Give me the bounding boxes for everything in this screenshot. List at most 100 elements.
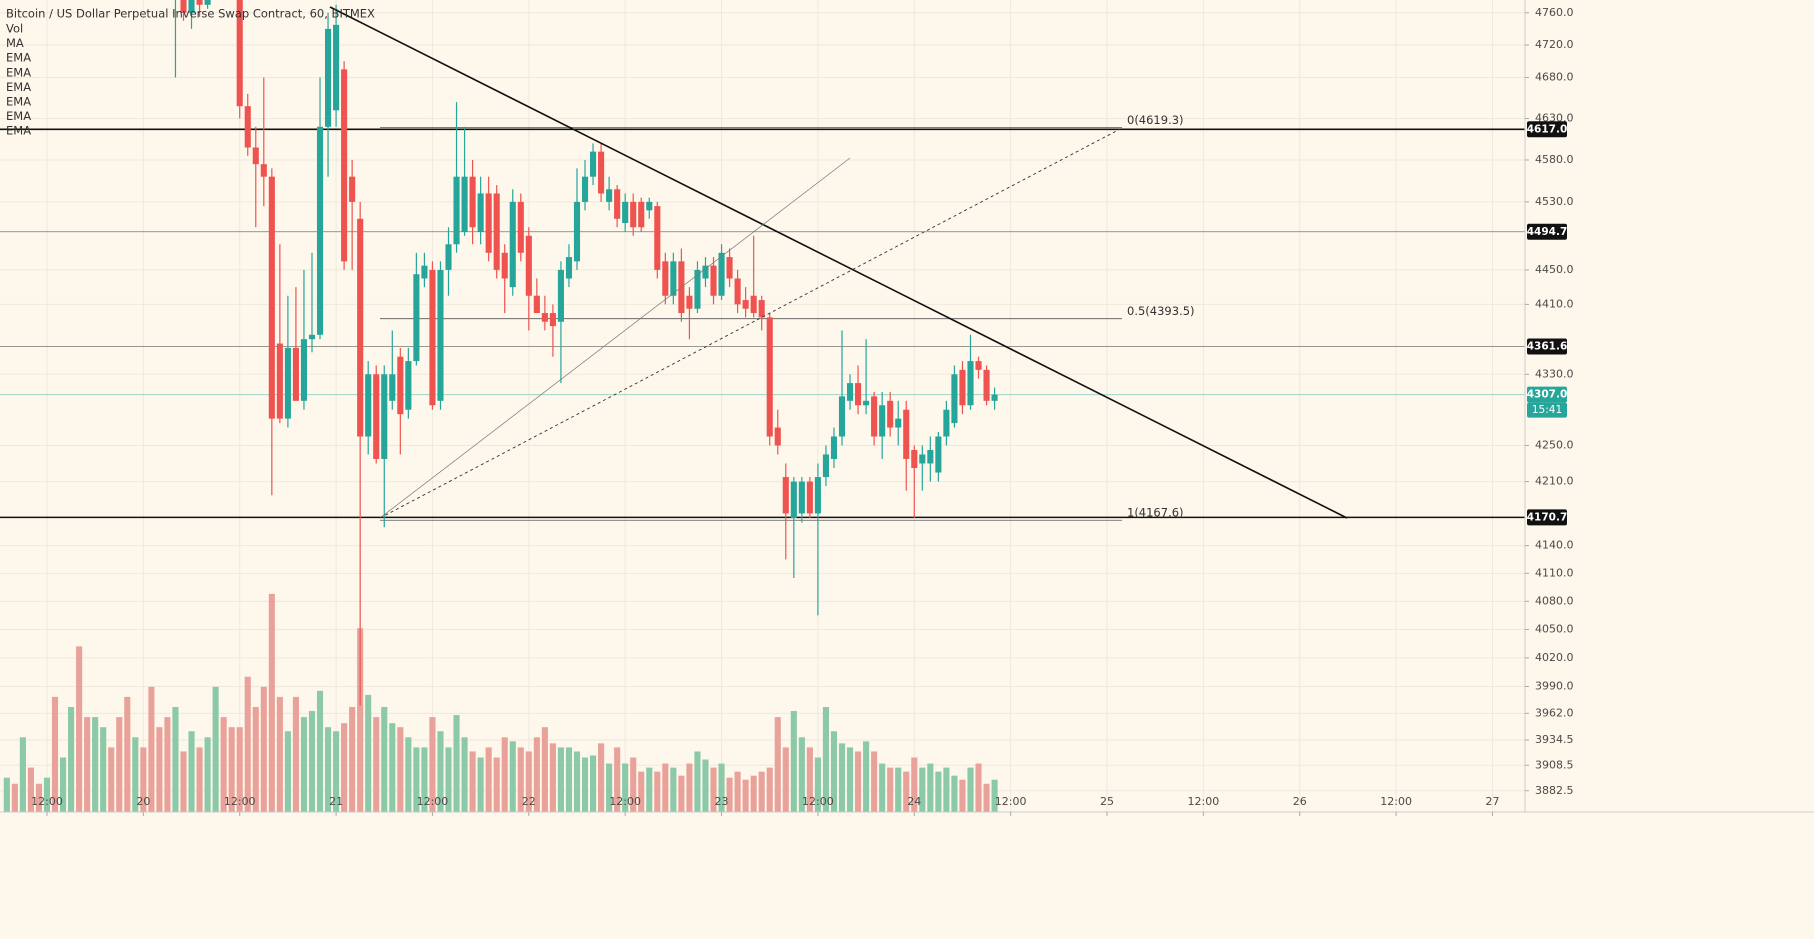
y-tick-label: 3934.5 (1535, 733, 1574, 746)
candle-body (863, 400, 870, 406)
volume-bar (501, 737, 508, 812)
candle-body (413, 274, 420, 362)
indicator-label: EMA (6, 51, 31, 65)
volume-bar (927, 763, 934, 812)
indicator-label: EMA (6, 80, 31, 94)
candle-body (710, 265, 717, 296)
candle-body (871, 396, 878, 437)
volume-bar (172, 707, 179, 812)
volume-bar (798, 737, 805, 812)
y-tick-label: 3908.5 (1535, 758, 1574, 771)
volume-bar (919, 767, 926, 812)
volume-bar (975, 763, 982, 812)
volume-layer (3, 593, 998, 812)
grid (0, 0, 1525, 812)
volume-bar (509, 741, 516, 812)
trend-line (329, 6, 1348, 519)
volume-bar (437, 731, 444, 812)
volume-bar (405, 737, 412, 812)
y-tick-label: 4250.0 (1535, 438, 1574, 451)
candle-body (911, 449, 918, 468)
y-tick-label: 4020.0 (1535, 651, 1574, 664)
volume-bar (911, 757, 918, 812)
candle-body (357, 218, 364, 437)
countdown-box (1527, 402, 1567, 418)
level-box (1527, 509, 1567, 526)
volume-bar (991, 779, 998, 812)
volume-bar (148, 686, 155, 812)
volume-bar (381, 707, 388, 812)
candle-body (758, 300, 765, 318)
volume-bar (220, 717, 227, 812)
candle-body (822, 454, 829, 478)
volume-bar (606, 763, 613, 812)
candle-body (260, 164, 267, 177)
x-tick-label: 12:00 (1188, 795, 1220, 808)
volume-bar (92, 717, 99, 812)
volume-bar (702, 759, 709, 812)
candle-body (268, 176, 275, 419)
trend-line-thin (379, 157, 851, 519)
volume-bar (782, 747, 789, 812)
volume-bar (694, 751, 701, 812)
candle-body (750, 295, 757, 314)
volume-bar (830, 731, 838, 812)
volume-bar (108, 747, 115, 812)
candle-body (541, 313, 548, 322)
volume-bar (879, 763, 886, 812)
volume-bar (196, 747, 203, 812)
y-tick-label: 4140.0 (1535, 539, 1574, 552)
candle-body (429, 269, 436, 406)
fib-trend (379, 127, 1123, 519)
candle-body (662, 261, 669, 296)
volume-bar (292, 696, 299, 812)
volume-bar (244, 676, 251, 812)
indicator-label: EMA (6, 109, 31, 123)
axis-layer: 4760.04720.04680.04630.04580.04530.04450… (31, 6, 1574, 816)
y-tick-label: 4720.0 (1535, 38, 1574, 51)
volume-bar (100, 727, 107, 812)
x-tick-label: 23 (715, 795, 729, 808)
y-tick-label: 4530.0 (1535, 195, 1574, 208)
volume-bar (68, 707, 75, 812)
volume-bar (43, 777, 51, 812)
candle-body (887, 400, 894, 428)
volume-bar (590, 755, 597, 812)
volume-bar (453, 715, 460, 812)
candle-body (549, 313, 556, 327)
volume-bar (622, 763, 629, 812)
volume-bar (164, 717, 171, 812)
volume-bar (11, 783, 18, 812)
x-tick-label: 26 (1293, 795, 1307, 808)
candle-body (333, 24, 340, 111)
candle-body (630, 201, 637, 228)
volume-bar (846, 747, 854, 812)
volume-bar (573, 751, 581, 812)
last-price-label: 4307.0 (1527, 389, 1568, 401)
volume-bar (967, 767, 974, 812)
candle-body (991, 394, 998, 401)
candle-body (341, 69, 348, 262)
candle-body (879, 405, 886, 437)
volume-bar (51, 696, 59, 812)
volume-bar (308, 711, 316, 812)
candle-body (525, 235, 532, 296)
candle-body (381, 374, 388, 459)
fib-label: 0.5(4393.5) (1127, 304, 1195, 318)
volume-bar (790, 711, 797, 812)
candle-body (252, 147, 259, 165)
candle-body (654, 206, 661, 270)
volume-bar (855, 751, 862, 812)
volume-bar (654, 771, 661, 812)
candle-body (734, 278, 741, 305)
volume-bar (27, 767, 34, 812)
x-tick-label: 12:00 (417, 795, 449, 808)
level-box (1527, 223, 1567, 240)
candle-body (445, 244, 452, 270)
candle-body (951, 374, 958, 424)
volume-bar (541, 727, 548, 812)
volume-bar (252, 707, 259, 812)
indicator-label: EMA (6, 95, 31, 109)
candle-body (670, 261, 677, 296)
